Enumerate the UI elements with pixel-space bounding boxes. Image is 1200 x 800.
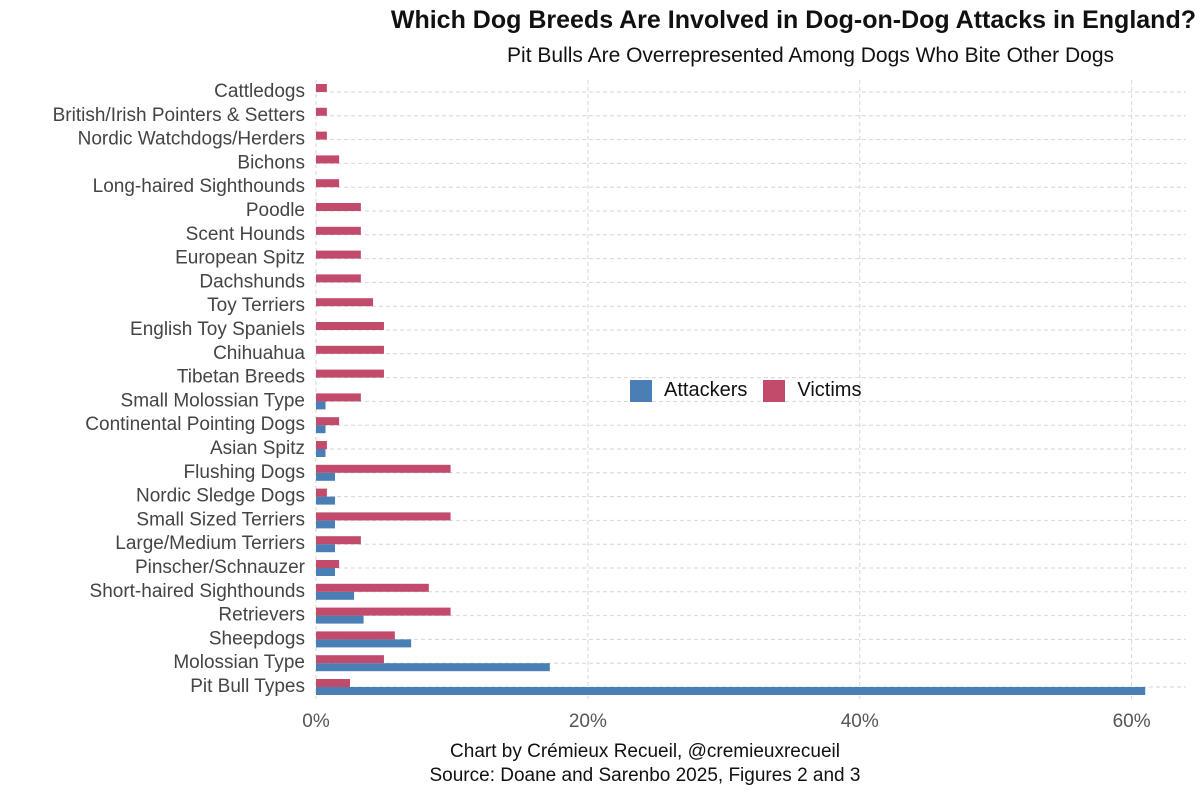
bar-victims (316, 226, 361, 235)
category-label: Small Sized Terriers (136, 509, 305, 530)
bar-victims (316, 84, 327, 92)
bar-attackers (316, 615, 364, 624)
category-label: Pinscher/Schnauzer (135, 557, 306, 578)
bar-victims (316, 536, 361, 545)
bar-victims (316, 488, 327, 497)
bar-victims (316, 107, 327, 116)
bar-victims (316, 179, 340, 188)
bar-attackers (316, 472, 336, 481)
x-tick-label: 60% (1113, 711, 1151, 732)
bar-victims (316, 464, 451, 473)
bar-victims (316, 203, 361, 211)
legend-item-victims: Victims (763, 379, 861, 402)
category-label: Short-haired Sighthounds (90, 581, 305, 602)
legend-label-attackers: Attackers (664, 379, 748, 401)
bar-attackers (316, 544, 336, 553)
bar-victims (316, 655, 384, 664)
bar-victims (316, 322, 384, 330)
bar-victims (316, 560, 340, 568)
legend-swatch-victims (763, 379, 786, 402)
category-label: Toy Terriers (207, 295, 305, 316)
category-label: Molossian Type (173, 652, 305, 673)
legend-item-attackers: Attackers (630, 379, 747, 402)
category-label: Chihuahua (213, 343, 305, 364)
bar-attackers (316, 520, 336, 529)
category-label: English Toy Spaniels (130, 319, 305, 340)
category-label: Pit Bull Types (190, 676, 305, 697)
bar-victims (316, 345, 384, 354)
x-tick-label: 0% (302, 711, 330, 732)
chart-subtitle: Pit Bulls Are Overrepresented Among Dogs… (507, 44, 1114, 67)
category-label: Long-haired Sighthounds (93, 176, 305, 197)
legend: Attackers Victims (630, 379, 877, 402)
bar-victims (316, 298, 374, 307)
category-label: Asian Spitz (210, 438, 305, 459)
category-label: Small Molossian Type (121, 390, 305, 411)
x-tick-label: 40% (841, 711, 879, 732)
bar-victims (316, 441, 327, 449)
caption-credit: Chart by Crémieux Recueil, @cremieuxrecu… (450, 741, 840, 762)
category-label: Poodle (246, 200, 305, 221)
category-label: Retrievers (218, 605, 305, 626)
bar-victims (316, 274, 361, 283)
category-label: European Spitz (175, 248, 305, 269)
legend-swatch-attackers (630, 379, 652, 402)
category-label: Sheepdogs (209, 628, 305, 649)
bar-victims (316, 369, 384, 378)
category-label: Scent Hounds (186, 224, 305, 245)
bar-victims (316, 631, 395, 640)
bar-attackers (316, 568, 336, 576)
bar-victims (316, 155, 340, 164)
caption-source: Source: Doane and Sarenbo 2025, Figures … (429, 765, 861, 786)
category-label: Nordic Sledge Dogs (136, 486, 305, 507)
category-label: Nordic Watchdogs/Herders (78, 129, 305, 150)
bar-victims (316, 512, 451, 521)
category-label: Dachshunds (199, 271, 305, 292)
bar-attackers (316, 425, 326, 434)
x-tick-label: 20% (569, 711, 607, 732)
bar-attackers (316, 663, 550, 672)
category-label: Continental Pointing Dogs (85, 414, 305, 435)
bar-victims (316, 250, 361, 259)
category-label: British/Irish Pointers & Setters (53, 105, 305, 126)
bar-victims (316, 393, 361, 402)
legend-label-victims: Victims (797, 379, 862, 401)
chart-title: Which Dog Breeds Are Involved in Dog-on-… (390, 6, 1196, 34)
bar-victims (316, 417, 340, 426)
bar-victims (316, 583, 429, 592)
category-label: Large/Medium Terriers (115, 533, 305, 554)
bar-attackers (316, 401, 326, 410)
bar-attackers (316, 449, 326, 457)
bar-victims (316, 131, 327, 140)
category-label: Tibetan Breeds (177, 367, 305, 388)
category-label: Cattledogs (214, 81, 305, 102)
category-label: Flushing Dogs (184, 462, 305, 483)
category-label: Bichons (237, 152, 305, 173)
bar-victims (316, 607, 451, 616)
bar-attackers (316, 687, 1146, 695)
bar-attackers (316, 591, 355, 600)
bar-attackers (316, 639, 412, 648)
bar-attackers (316, 496, 336, 505)
bar-victims (316, 679, 350, 687)
